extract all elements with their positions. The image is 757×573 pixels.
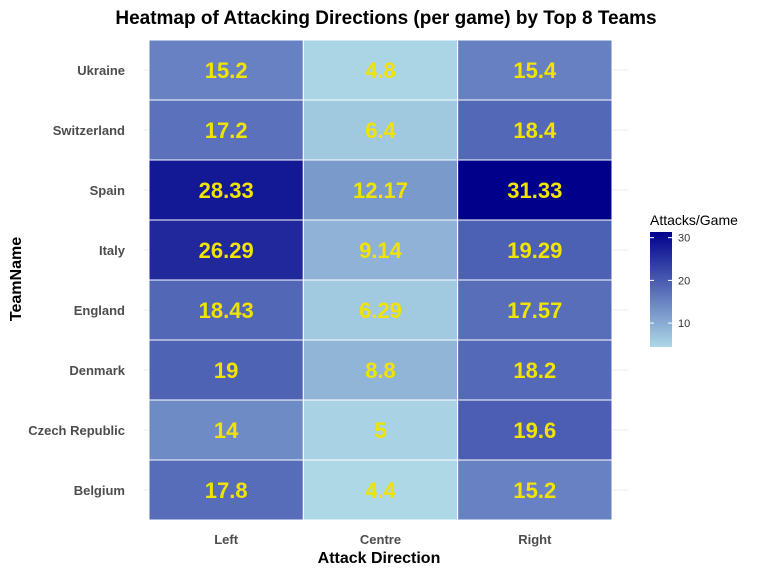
y-tick-label: Denmark [69,363,125,378]
x-axis-title: Attack Direction [318,550,441,567]
heatmap-cell-italy-centre [302,219,459,281]
heatmap-cell-spain-left [148,159,304,221]
cell-value-label: 17.57 [507,298,562,323]
cell-value-label: 28.33 [199,178,254,203]
cell-value-label: 6.4 [365,118,396,143]
color-legend: Attacks/Game 10 20 30 [650,212,738,347]
heatmap-cell-italy-right [457,219,613,281]
heatmap-cell-ukraine-centre [302,39,459,101]
cell-labels: 15.2 4.8 15.4 17.2 6.4 18.4 28.33 12.17 31.33 26.… [199,58,563,503]
cell-value-label: 18.43 [199,298,254,323]
y-tick-label: Switzerland [53,123,125,138]
cell-value-label: 17.2 [205,118,248,143]
heatmap-cell-england-right [457,279,613,341]
heatmap-cells [148,39,613,521]
y-tick-label: Czech Republic [28,423,125,438]
chart-title: Heatmap of Attacking Directions (per gam… [115,8,656,29]
heatmap-cell-england-centre [302,279,459,341]
cell-value-label: 4.4 [365,478,396,503]
x-axis-ticks: Left Centre Right [214,532,552,547]
cell-value-label: 15.4 [513,58,557,83]
cell-value-label: 5 [374,418,386,443]
y-axis-ticks: Ukraine Switzerland Spain Italy England Denma… [28,63,126,498]
heatmap-cell-denmark-right [457,339,613,401]
legend-tick-label: 20 [678,275,690,287]
legend-tick-label: 30 [678,233,690,245]
x-tick-label: Left [214,532,239,547]
heatmap-cell-czech-republic-left [148,399,304,461]
cell-value-label: 17.8 [205,478,248,503]
heatmap-cell-ukraine-left [148,39,304,101]
legend-title: Attacks/Game [650,212,738,228]
heatmap-cell-england-left [148,279,304,341]
legend-ticks: 10 20 30 [650,233,690,330]
cell-value-label: 19.29 [507,238,562,263]
y-tick-label: England [74,303,125,318]
y-tick-label: Italy [99,243,126,258]
cell-value-label: 14 [214,418,239,443]
legend-colorbar [650,232,672,347]
cell-value-label: 8.8 [365,358,396,383]
cell-value-label: 6.29 [359,298,402,323]
cell-value-label: 15.2 [205,58,248,83]
heatmap-cell-belgium-left [148,459,304,521]
cell-value-label: 18.4 [513,118,557,143]
cell-value-label: 18.2 [513,358,556,383]
y-tick-label: Spain [90,183,125,198]
cell-value-label: 9.14 [359,238,403,263]
heatmap-cell-czech-republic-centre [302,399,459,461]
cell-value-label: 15.2 [513,478,556,503]
y-tick-label: Belgium [74,483,125,498]
heatmap-cell-spain-centre [302,159,459,221]
cell-value-label: 26.29 [199,238,254,263]
x-tick-label: Right [518,532,552,547]
y-tick-label: Ukraine [77,63,125,78]
cell-value-label: 4.8 [365,58,396,83]
heatmap-cell-belgium-right [457,459,613,521]
y-axis-title: TeamName [8,237,25,321]
cell-value-label: 19.6 [513,418,556,443]
cell-value-label: 12.17 [353,178,408,203]
legend-tick-label: 10 [678,318,690,330]
heatmap-cell-belgium-centre [302,459,459,521]
heatmap-cell-denmark-centre [302,339,459,401]
heatmap-cell-ukraine-right [457,39,613,101]
heatmap-cell-denmark-left [148,339,304,401]
cell-value-label: 31.33 [507,178,562,203]
cell-value-label: 19 [214,358,238,383]
heatmap-cell-czech-republic-right [457,399,613,461]
x-tick-label: Centre [360,532,401,547]
heatmap-cell-switzerland-right [457,99,613,161]
